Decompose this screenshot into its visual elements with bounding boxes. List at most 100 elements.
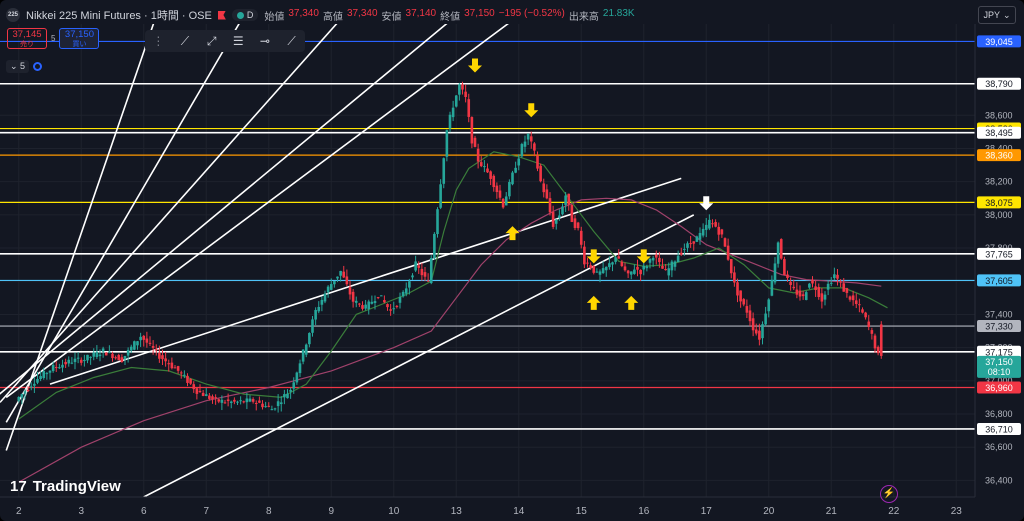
candle-body bbox=[229, 401, 233, 403]
candle-body bbox=[539, 165, 542, 182]
candle-body bbox=[192, 384, 196, 390]
bolt-icon[interactable]: ⚡ bbox=[880, 485, 898, 503]
candle-body bbox=[748, 310, 752, 322]
candle-body bbox=[233, 399, 236, 402]
candle-body bbox=[320, 299, 324, 305]
candle-body bbox=[595, 271, 599, 273]
candle-body bbox=[551, 212, 555, 227]
candle-body bbox=[92, 352, 96, 357]
candle-body bbox=[129, 346, 133, 351]
candle-body bbox=[376, 297, 380, 299]
candle-body bbox=[223, 402, 227, 404]
ray-tool-icon[interactable]: ⤢ bbox=[206, 33, 217, 48]
candle-body bbox=[401, 291, 405, 297]
candle-body bbox=[804, 292, 808, 300]
candle-body bbox=[383, 300, 386, 303]
candle-body bbox=[479, 162, 483, 167]
price-tick-label: 38,400 bbox=[985, 143, 1013, 153]
candle-body bbox=[167, 363, 171, 365]
candle-body bbox=[98, 354, 102, 357]
indicator-toggle[interactable]: ⌄ 5 bbox=[6, 60, 30, 73]
candle-body bbox=[117, 355, 121, 361]
buy-button[interactable]: 37,150 買い bbox=[59, 28, 100, 49]
candle-body bbox=[361, 305, 364, 309]
candle-body bbox=[686, 243, 689, 248]
level-price-box bbox=[977, 35, 1021, 48]
candle-body bbox=[211, 396, 214, 400]
trade-buttons: 37,145 売り 5 37,150 買い bbox=[7, 28, 100, 49]
time-tick-label: 7 bbox=[203, 506, 209, 517]
price-tick-label: 36,800 bbox=[985, 409, 1013, 419]
trend-line bbox=[143, 214, 695, 497]
candle-body bbox=[342, 271, 346, 278]
candle-body bbox=[433, 233, 436, 259]
horizontal-line-icon[interactable]: ⊸ bbox=[259, 34, 270, 48]
candle-body bbox=[373, 301, 377, 303]
candle-body bbox=[145, 338, 149, 343]
candle-body bbox=[76, 357, 80, 359]
candle-body bbox=[220, 399, 224, 403]
time-tick-label: 16 bbox=[638, 506, 650, 517]
candle-body bbox=[473, 137, 477, 147]
candle-body bbox=[42, 370, 46, 379]
candle-body bbox=[711, 223, 714, 225]
market-status[interactable]: D bbox=[231, 9, 259, 21]
candle-body bbox=[336, 276, 339, 279]
candle-body bbox=[670, 261, 674, 271]
drag-handle-icon[interactable]: ⋮ bbox=[152, 34, 165, 48]
candle-body bbox=[770, 279, 774, 296]
currency-label: JPY bbox=[983, 10, 1000, 20]
candle-body bbox=[833, 274, 836, 279]
indicator-chip: ⌄ 5 bbox=[6, 60, 43, 73]
candle-body bbox=[483, 166, 486, 168]
candle-body bbox=[58, 367, 61, 369]
candle-body bbox=[67, 359, 71, 364]
tradingview-mark-icon: 17 bbox=[10, 478, 27, 495]
candle-body bbox=[508, 182, 511, 197]
close-key: 終値 bbox=[440, 11, 461, 23]
candle-body bbox=[492, 175, 496, 188]
candle-body bbox=[61, 364, 64, 368]
candle-body bbox=[651, 257, 655, 261]
level-price-box bbox=[977, 247, 1021, 260]
candle-body bbox=[458, 84, 461, 95]
candle-body bbox=[195, 388, 199, 394]
trendline-tool-icon[interactable]: ⟋ bbox=[180, 33, 190, 48]
candle-body bbox=[158, 352, 161, 359]
candle-body bbox=[745, 306, 749, 313]
candle-body bbox=[404, 288, 408, 294]
sell-button[interactable]: 37,145 売り bbox=[7, 28, 47, 49]
candle-body bbox=[126, 349, 130, 356]
candle-body bbox=[133, 341, 136, 350]
flag-icon[interactable] bbox=[217, 10, 226, 20]
candle-body bbox=[604, 266, 608, 271]
candle-body bbox=[64, 361, 67, 365]
candle-body bbox=[629, 271, 633, 275]
candle-body bbox=[720, 229, 724, 235]
candle-body bbox=[829, 282, 833, 284]
volume-key: 出来高 bbox=[568, 11, 599, 23]
candle-body bbox=[111, 353, 114, 359]
candle-body bbox=[648, 258, 652, 263]
candle-body bbox=[33, 383, 36, 386]
candle-body bbox=[664, 268, 667, 271]
indicator-icon[interactable] bbox=[33, 62, 43, 71]
buy-price: 37,150 bbox=[64, 29, 94, 40]
candle-body bbox=[498, 190, 502, 198]
currency-selector[interactable]: JPY ⌄ bbox=[978, 6, 1016, 24]
parallel-channel-icon[interactable]: ☰ bbox=[232, 34, 244, 48]
candle-body bbox=[786, 274, 789, 279]
arrow-up-icon bbox=[624, 295, 639, 310]
candle-body bbox=[261, 403, 264, 408]
candle-body bbox=[51, 364, 55, 372]
extended-line-icon[interactable]: ⟋ bbox=[287, 33, 296, 48]
candle-body bbox=[739, 290, 742, 302]
candle-body bbox=[489, 171, 492, 179]
candle-body bbox=[142, 335, 146, 340]
symbol-title[interactable]: Nikkei 225 Mini Futures · 1時間 · OSE bbox=[26, 10, 212, 22]
candle-body bbox=[633, 269, 636, 274]
close-value: 37,150 bbox=[464, 7, 495, 19]
price-tick-label: 38,000 bbox=[985, 210, 1013, 220]
high-value: 37,340 bbox=[346, 7, 378, 19]
